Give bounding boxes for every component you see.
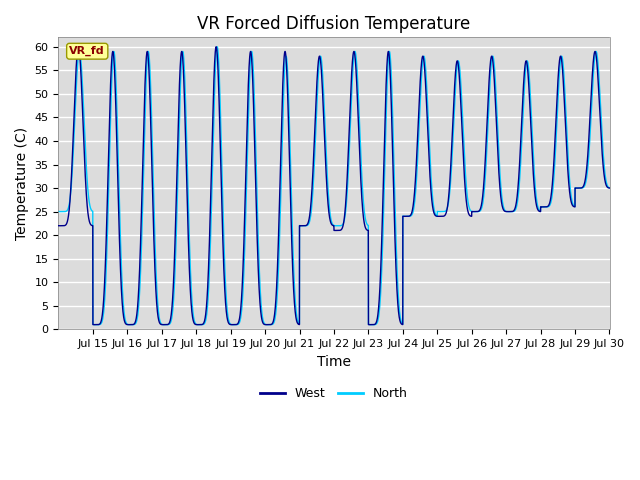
Legend: West, North: West, North [255, 382, 413, 405]
Title: VR Forced Diffusion Temperature: VR Forced Diffusion Temperature [197, 15, 470, 33]
Y-axis label: Temperature (C): Temperature (C) [15, 127, 29, 240]
Text: VR_fd: VR_fd [69, 46, 105, 56]
X-axis label: Time: Time [317, 355, 351, 369]
